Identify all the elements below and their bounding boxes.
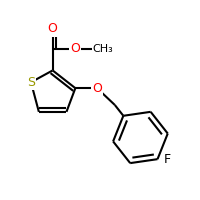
Text: O: O bbox=[92, 82, 102, 95]
Text: CH₃: CH₃ bbox=[93, 44, 113, 54]
Text: S: S bbox=[27, 76, 35, 89]
Text: F: F bbox=[163, 153, 171, 166]
Text: O: O bbox=[70, 42, 80, 55]
Text: O: O bbox=[48, 22, 58, 36]
